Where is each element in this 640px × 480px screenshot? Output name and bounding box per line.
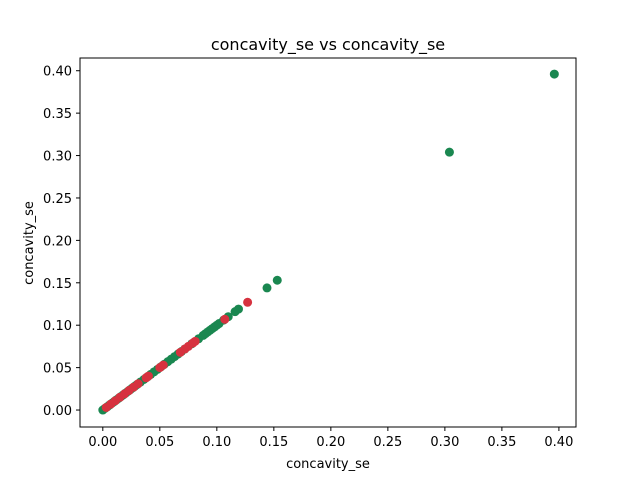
x-axis-ticks: 0.00 0.05 0.10 0.15 0.20 0.25 0.30 0.35 0.40 xyxy=(88,427,573,450)
x-tick-label: 0.05 xyxy=(145,435,174,450)
scatter-point xyxy=(272,275,282,285)
y-tick-label: 0.30 xyxy=(43,150,72,165)
x-tick-label: 0.40 xyxy=(544,435,573,450)
plot-frame xyxy=(79,57,577,428)
y-tick-label: 0.05 xyxy=(43,362,72,377)
y-tick-label: 0.15 xyxy=(43,277,72,292)
y-axis-label: concavity_se xyxy=(22,201,37,285)
x-tick-label: 0.25 xyxy=(373,435,402,450)
scatter-point xyxy=(549,69,559,79)
scatter-point xyxy=(158,360,168,370)
scatter-point xyxy=(243,297,253,307)
scatter-point xyxy=(143,371,153,381)
scatter-point xyxy=(233,304,243,314)
x-tick-label: 0.30 xyxy=(430,435,459,450)
y-axis-ticks: 0.00 0.05 0.10 0.15 0.20 0.25 0.30 0.35 0.40 xyxy=(43,65,80,419)
scatter-point xyxy=(220,314,230,324)
x-tick-label: 0.35 xyxy=(487,435,516,450)
y-tick-label: 0.00 xyxy=(43,404,72,419)
scatter-point xyxy=(444,147,454,157)
x-tick-label: 0.20 xyxy=(316,435,345,450)
x-tick-label: 0.10 xyxy=(202,435,231,450)
data-points xyxy=(98,69,559,415)
x-axis-label: concavity_se xyxy=(286,457,370,472)
y-tick-label: 0.35 xyxy=(43,107,72,122)
y-tick-label: 0.20 xyxy=(43,234,72,249)
y-tick-label: 0.25 xyxy=(43,192,72,207)
x-tick-label: 0.15 xyxy=(259,435,288,450)
y-tick-label: 0.10 xyxy=(43,319,72,334)
chart-title: concavity_se vs concavity_se xyxy=(211,35,445,55)
scatter-point xyxy=(133,379,143,389)
scatter-point xyxy=(262,283,272,293)
y-tick-label: 0.40 xyxy=(43,65,72,80)
scatter-point xyxy=(190,336,200,346)
x-tick-label: 0.00 xyxy=(88,435,117,450)
